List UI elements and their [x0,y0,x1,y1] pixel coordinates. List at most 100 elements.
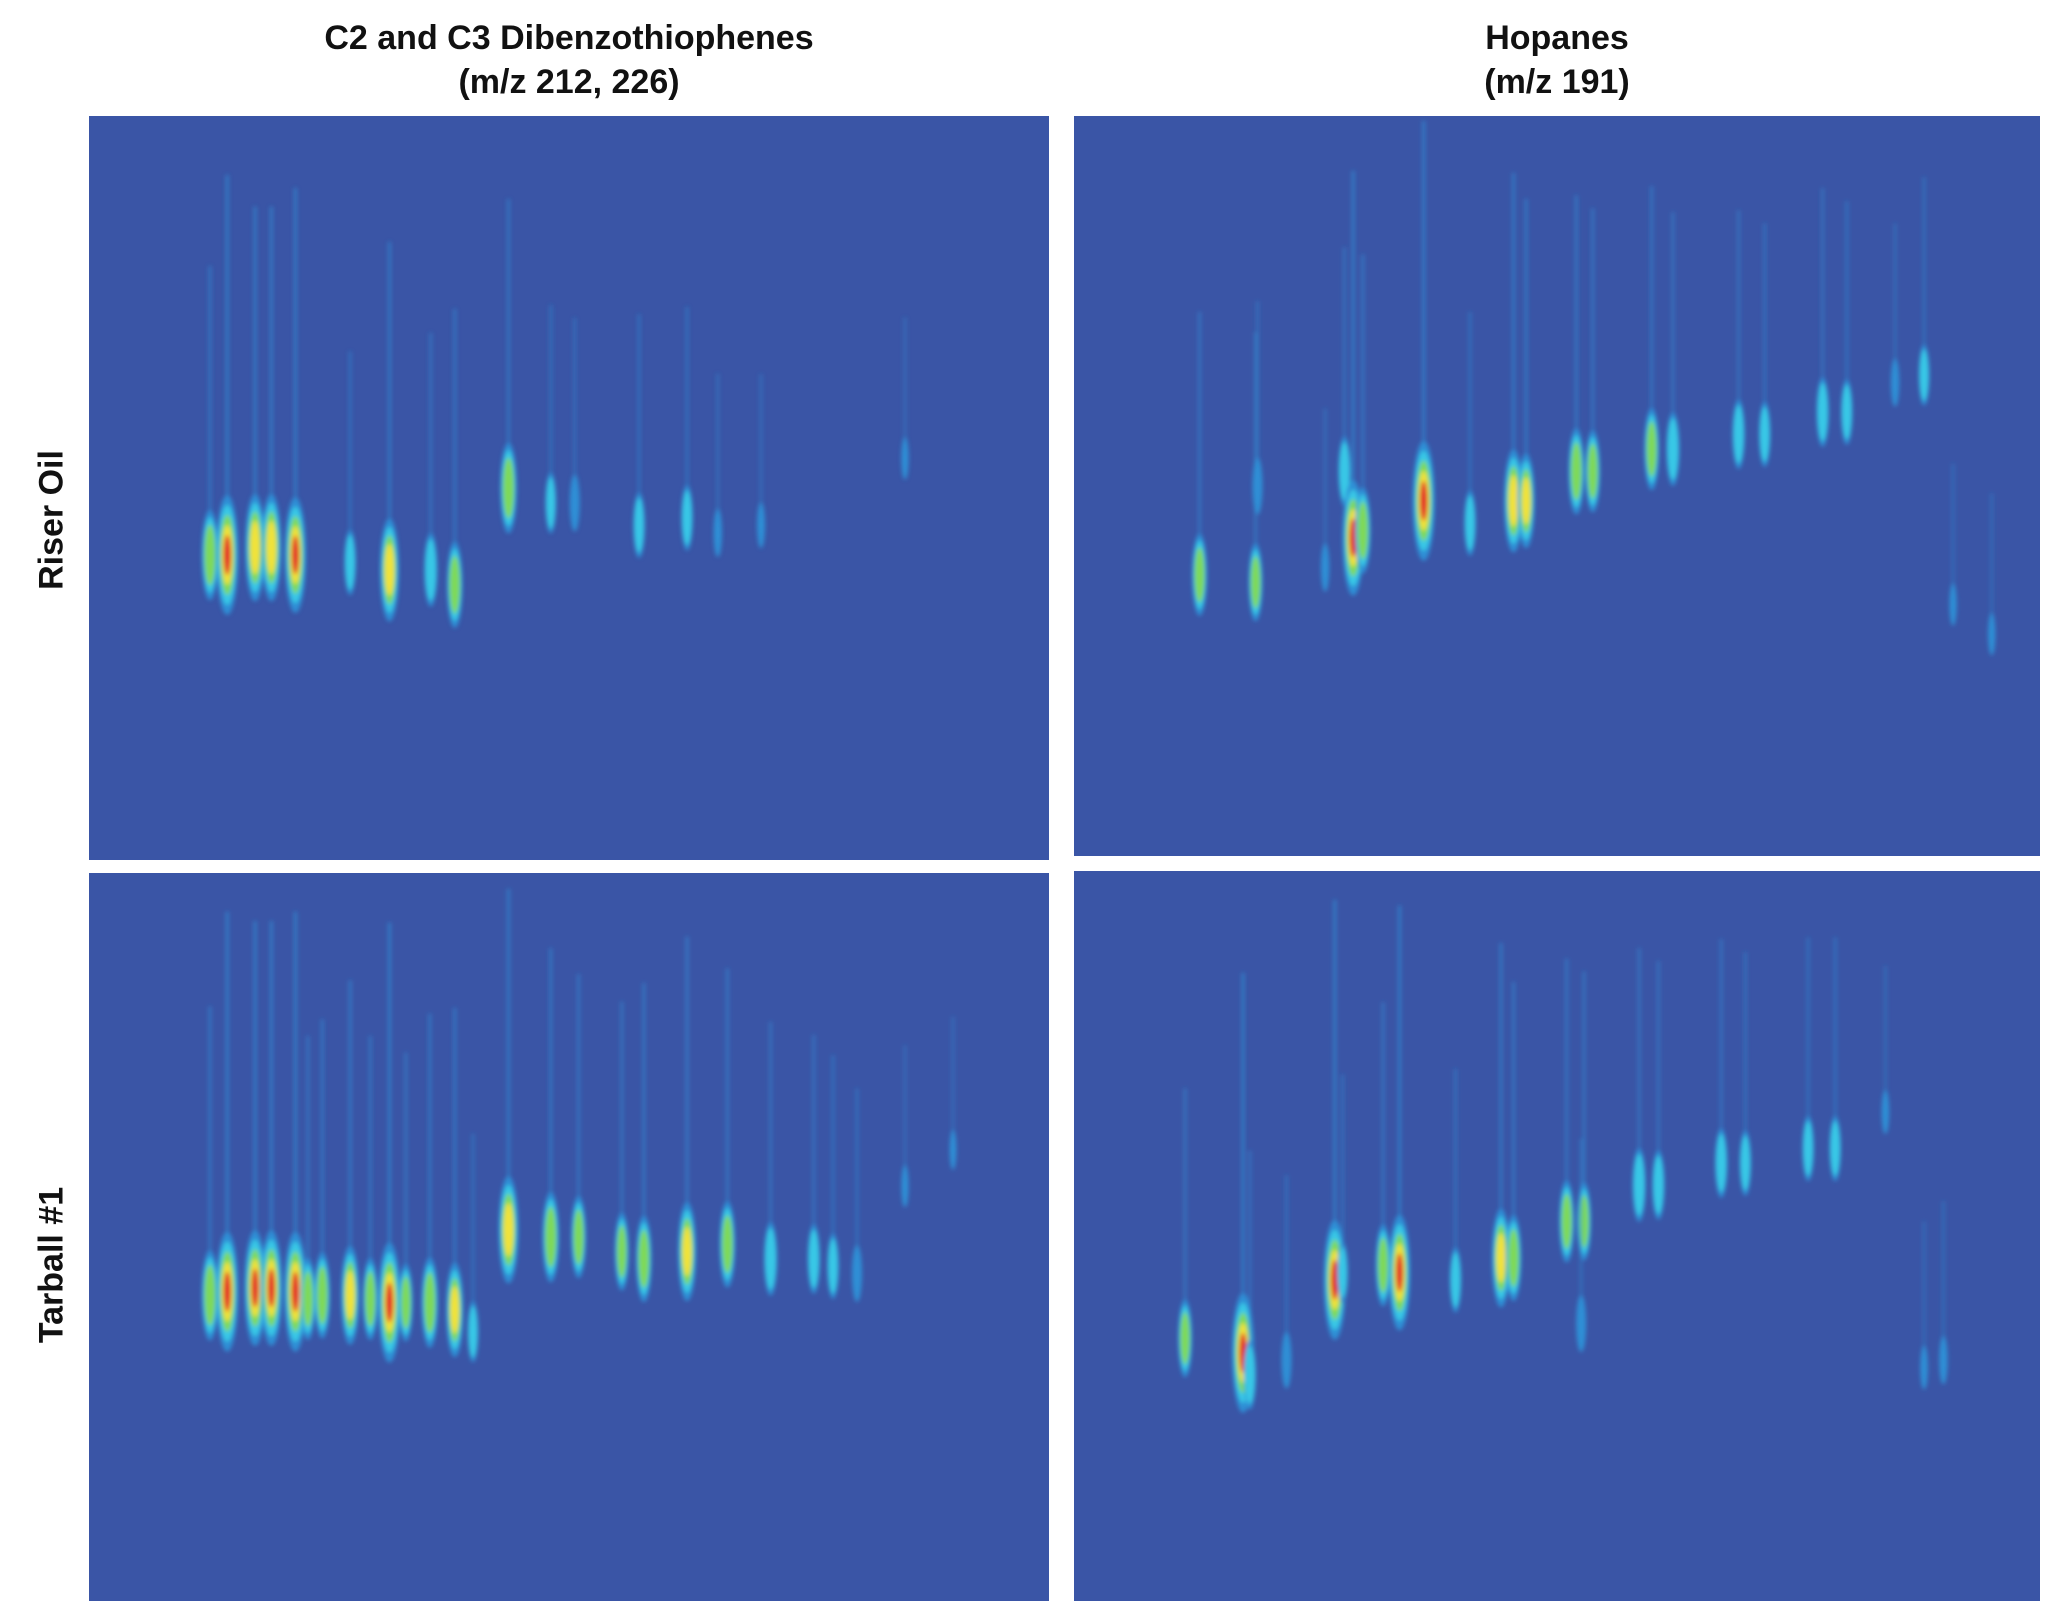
heatmap-peak [678,936,697,1302]
heatmap-peak [467,1133,479,1363]
heatmap-peak [398,1052,413,1342]
heatmap-peak [1568,195,1585,515]
heatmap-canvas [201,174,909,628]
heatmap-peak [1375,1002,1391,1307]
heatmap-peak [284,911,307,1352]
heatmap-peak [1881,965,1890,1135]
heatmap-peak [1802,937,1814,1182]
heatmap-peak [1715,939,1728,1198]
heatmap-peak [1988,493,1996,656]
heatmap-peak [216,911,239,1352]
heatmap-peak [446,1007,464,1358]
heatmap-panel-dbt-tarball-1 [89,873,1049,1601]
heatmap-peak [1337,1074,1348,1304]
heatmap-peak [636,982,652,1303]
heatmap-peak [1758,223,1771,467]
heatmap-peak [1816,188,1829,447]
heatmap-peak [614,1001,629,1291]
row-label-riser-oil: Riser Oil [32,450,71,590]
heatmap-peak [807,1034,820,1294]
heatmap-peak [1918,177,1930,406]
heatmap-peak [1517,198,1535,549]
heatmap-peak [1505,981,1522,1302]
heatmap-peak [201,1006,219,1341]
heatmap-canvas [201,888,957,1363]
heatmap-peak [314,1019,331,1339]
heatmap-peak [1281,1175,1292,1389]
heatmap-peak [1178,1088,1193,1378]
heatmap-peak [1644,186,1660,491]
heatmap-peak [1491,942,1510,1308]
heatmap-peak [245,206,265,602]
heatmap-peak [571,974,586,1279]
heatmap-peak [1559,958,1575,1263]
heatmap-panel-hopanes-riser-oil [1074,116,2040,856]
heatmap-peak [713,373,722,557]
heatmap-peak [1632,947,1646,1222]
heatmap-peak [1355,254,1371,574]
heatmap-peak [1412,120,1435,561]
heatmap-peak [1248,332,1263,622]
heatmap-peak [1192,311,1207,616]
heatmap-peak [216,174,239,615]
heatmap-peak [260,920,282,1346]
heatmap-canvas [1192,120,1996,656]
heatmap-peak [542,948,559,1283]
heatmap-peak [949,1016,957,1170]
heatmap-canvas [1178,899,1948,1413]
heatmap-peak [719,968,736,1288]
heatmap-peak [1666,212,1680,486]
heatmap-panel-dbt-riser-oil [89,116,1049,860]
column-title-dibenzothiophenes: C2 and C3 Dibenzothiophenes (m/z 212, 22… [89,16,1049,104]
heatmap-peak [261,206,282,602]
heatmap-peak [852,1088,862,1302]
heatmap-peak [362,1035,378,1340]
heatmap-peak [300,1035,316,1340]
heatmap-peak [424,332,438,607]
column-title-line1: Hopanes [1485,19,1629,57]
heatmap-peak [1732,210,1745,470]
heatmap-peak [1920,1221,1928,1390]
heatmap-peak [1652,960,1665,1220]
column-title-line1: C2 and C3 Dibenzothiophenes [324,19,814,57]
heatmap-peak [446,308,463,628]
heatmap-peak [901,1045,909,1208]
heatmap-peak [1338,247,1351,507]
heatmap-peak [1949,463,1957,626]
heatmap-peak [341,980,360,1345]
heatmap-peak [1841,201,1853,445]
heatmap-peak [764,1021,778,1296]
heatmap-peak [380,241,399,622]
heatmap-peak [681,306,693,551]
heatmap-peak [1739,952,1752,1196]
heatmap-peak [1464,312,1476,556]
heatmap-peak [1449,1068,1462,1313]
heatmap-peak [1576,1138,1587,1353]
heatmap-peak [827,1055,839,1299]
heatmap-peak [500,199,517,534]
heatmap-peak [569,317,580,532]
heatmap-peak [421,1013,438,1348]
row-label-tarball-1: Tarball #1 [32,1186,71,1344]
heatmap-peak [498,888,519,1284]
heatmap-peak [284,187,306,613]
column-title-hopanes: Hopanes (m/z 191) [1074,16,2040,104]
heatmap-peak [1320,408,1330,592]
heatmap-peak [378,922,401,1363]
heatmap-peak [1243,1150,1257,1410]
heatmap-peak [344,351,356,596]
heatmap-peak [1252,301,1263,515]
column-title-line2: (m/z 191) [1484,63,1630,101]
heatmap-peak [201,265,219,601]
column-title-line2: (m/z 212, 226) [458,63,680,101]
heatmap-peak [1577,971,1592,1261]
heatmap-peak [757,374,765,549]
heatmap-peak [244,920,266,1346]
heatmap-peak [545,304,557,534]
heatmap-peak [1829,937,1842,1182]
heatmap-peak [633,314,645,558]
heatmap-peak [1585,208,1601,513]
heatmap-peak [1388,905,1411,1331]
heatmap-peak [1504,172,1523,553]
heatmap-peak [1890,223,1900,407]
